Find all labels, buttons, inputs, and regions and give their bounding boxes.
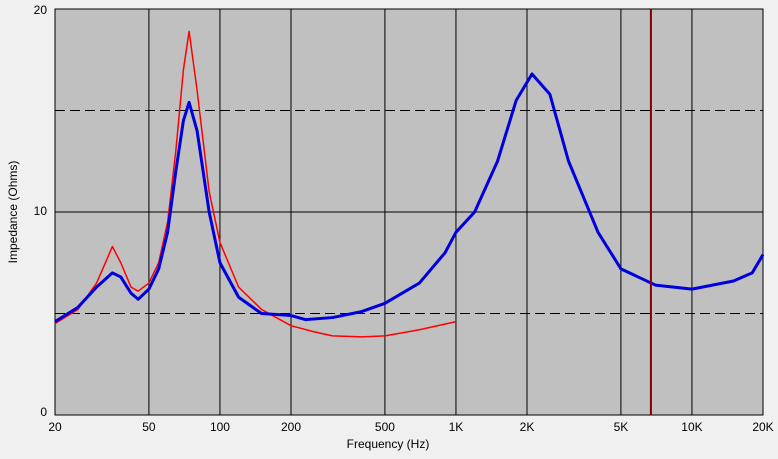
x-tick-label: 1K (449, 420, 464, 434)
x-axis-title: Frequency (Hz) (347, 437, 430, 451)
x-tick-label: 100 (210, 420, 230, 434)
x-tick-label: 50 (142, 420, 156, 434)
x-tick-label: 2K (520, 420, 535, 434)
x-tick-label: 200 (281, 420, 301, 434)
x-tick-label: 5K (614, 420, 629, 434)
y-axis-title: Impedance (Ohms) (6, 161, 20, 264)
y-tick-label: 0 (40, 405, 47, 419)
y-tick-label: 20 (34, 3, 48, 17)
x-tick-label: 10K (681, 420, 702, 434)
x-tick-label: 20K (752, 420, 773, 434)
y-tick-label: 10 (34, 204, 48, 218)
impedance-line (54, 30, 457, 338)
x-tick-label: 20 (48, 420, 62, 434)
x-tick-label: 500 (375, 420, 395, 434)
impedance-line (54, 72, 765, 323)
